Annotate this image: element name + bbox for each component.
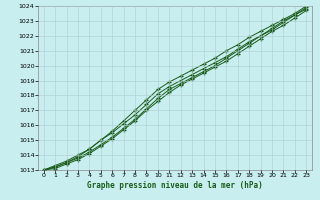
X-axis label: Graphe pression niveau de la mer (hPa): Graphe pression niveau de la mer (hPa)	[87, 181, 263, 190]
